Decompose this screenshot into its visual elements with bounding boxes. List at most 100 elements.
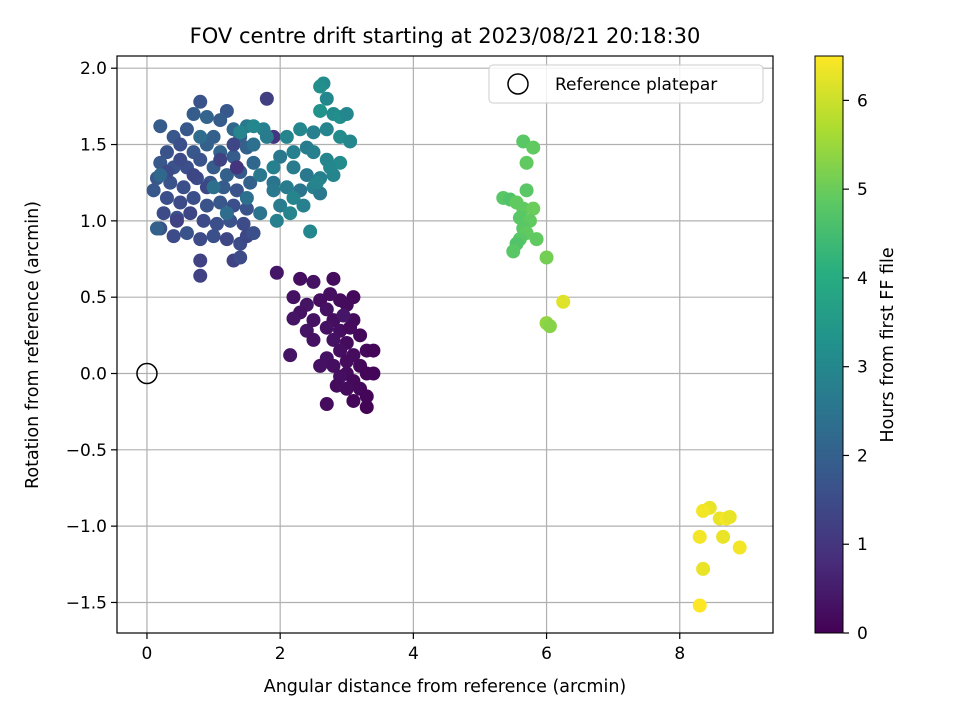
data-point [339,354,354,369]
data-point [359,400,374,415]
data-point [266,160,281,175]
data-point [506,244,521,259]
data-point [279,180,294,195]
data-point [319,302,334,317]
data-point [306,145,321,160]
data-point [179,122,194,137]
data-point [692,529,707,544]
data-point [716,529,731,544]
data-point [313,186,328,201]
data-point [293,271,308,286]
data-point [309,175,324,190]
data-point [696,503,711,518]
data-point [293,122,308,137]
colorbar-tick-label: 3 [857,358,868,378]
colorbar-label: Hours from first FF file [878,247,898,442]
data-point [353,328,368,343]
data-point [266,183,281,198]
data-point [213,195,228,210]
y-tick-label: −1.5 [66,593,107,613]
data-point [206,229,221,244]
data-point [239,201,254,216]
colorbar-ticks: 0 1 2 3 4 5 6 [843,91,868,644]
data-point [229,160,244,175]
data-point [303,224,318,239]
data-point [286,190,301,205]
legend-box [488,64,764,104]
data-point [246,137,261,152]
data-point [186,190,201,205]
data-point [236,216,251,231]
data-point [346,393,361,408]
x-tick-label: 0 [142,644,153,664]
data-point [519,183,534,198]
data-point [286,160,301,175]
data-point [146,183,161,198]
data-point [366,343,381,358]
x-tick-label: 2 [275,644,286,664]
plot-frame [116,55,774,634]
data-point [179,226,194,241]
data-point [153,119,168,134]
data-point [323,287,338,302]
data-point [326,332,341,347]
data-point [343,134,358,149]
data-point [219,168,234,183]
data-point [193,232,208,247]
data-point [313,358,328,373]
data-point [253,168,268,183]
data-point [333,343,348,358]
data-point [166,229,181,244]
data-point [176,180,191,195]
data-point [259,129,274,144]
y-tick-label: −1.0 [66,517,107,537]
data-point [259,91,274,106]
y-tick-label: 2.0 [80,59,107,79]
data-point [246,119,261,134]
data-point [273,198,288,213]
y-tick-label: −0.5 [66,441,107,461]
data-point [306,274,321,289]
x-tick-label: 4 [408,644,419,664]
data-point [163,175,178,190]
y-tick-label: 0.0 [80,365,107,385]
data-point [233,250,248,265]
colorbar-tick-label: 1 [857,535,868,555]
data-point [239,190,254,205]
data-point [529,232,544,247]
data-point [173,195,188,210]
data-point [246,155,261,170]
y-axis-label: Rotation from reference (arcmin) [23,201,43,489]
data-point [542,319,557,334]
x-tick-label: 8 [674,644,685,664]
data-point [339,297,354,312]
data-point [526,140,541,155]
data-point [306,332,321,347]
data-point [213,152,228,167]
data-point [283,348,298,363]
legend-open-circle-marker [507,73,529,95]
x-axis-ticks: 0 2 4 6 8 [142,633,685,664]
data-point [279,129,294,144]
data-point [286,290,301,305]
data-point [722,509,737,524]
data-point [219,206,234,221]
data-point [159,190,174,205]
chart-title: FOV centre drift starting at 2023/08/21 … [190,24,701,48]
x-tick-label: 6 [541,644,552,664]
data-point [173,137,188,152]
scatter-points [146,76,747,613]
data-point [193,152,208,167]
colorbar-tick-label: 2 [857,446,868,466]
data-point [269,213,284,228]
data-point [206,180,221,195]
data-point [216,180,231,195]
data-point [359,389,374,404]
colorbar-tick-label: 6 [857,91,868,111]
data-point [296,198,311,213]
data-point [319,397,334,412]
colorbar-tick-label: 0 [857,624,868,644]
data-point [193,253,208,268]
data-point [319,122,334,137]
